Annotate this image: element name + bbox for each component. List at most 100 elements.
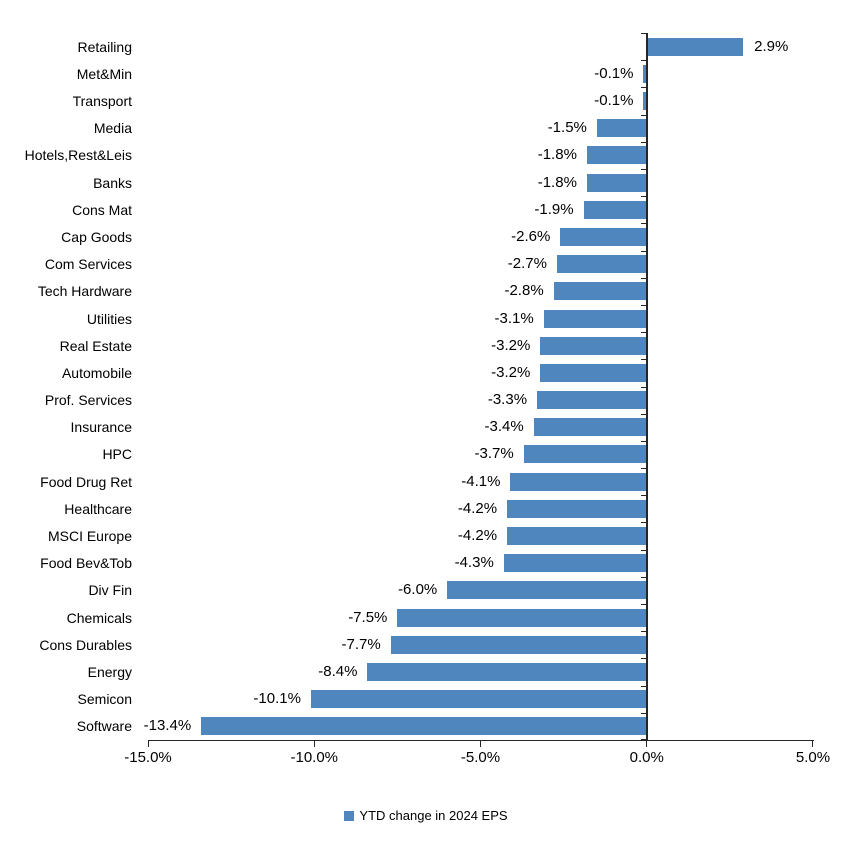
bar-utilities	[543, 309, 647, 328]
x-axis-line	[148, 740, 814, 741]
category-axis-tick	[640, 522, 646, 524]
bar-insurance	[533, 418, 647, 437]
bar-value-label: -4.1%	[461, 472, 501, 490]
x-axis-tick-label: -5.0%	[460, 749, 501, 766]
category-label: Prof. Services	[44, 392, 132, 409]
bar-com-services	[556, 255, 647, 274]
bar-value-label: -2.7%	[507, 255, 547, 273]
category-label: MSCI Europe	[47, 528, 132, 545]
category-axis-tick	[640, 631, 646, 633]
bar-msci-europe	[507, 527, 647, 546]
category-label: Insurance	[70, 419, 132, 436]
category-axis-tick	[640, 277, 646, 279]
bar-media	[596, 119, 647, 138]
category-axis-tick	[640, 658, 646, 660]
category-label: Hotels,Rest&Leis	[24, 147, 132, 164]
category-label: Energy	[87, 664, 132, 681]
bar-hpc	[523, 445, 647, 464]
category-axis-tick	[640, 604, 646, 606]
bar-chemicals	[397, 608, 647, 627]
category-axis-tick	[640, 168, 646, 170]
bar-energy	[367, 663, 647, 682]
bar-semicon	[310, 690, 647, 709]
bar-value-label: -1.8%	[537, 173, 577, 191]
category-label: Media	[93, 120, 132, 137]
category-axis-tick	[640, 250, 646, 252]
bar-value-label: -10.1%	[253, 690, 301, 708]
category-label: Cons Durables	[39, 636, 132, 653]
category-axis-tick	[640, 495, 646, 497]
bar-value-label: -1.9%	[534, 200, 574, 218]
category-axis-labels: Retailing Met&Min Transport Media Hotels,Res…	[0, 33, 132, 740]
x-axis-tick	[480, 741, 481, 747]
category-label: Automobile	[61, 364, 132, 381]
category-axis-tick	[640, 386, 646, 388]
x-axis-tick-label: -10.0%	[290, 749, 339, 766]
bar-value-label: -7.5%	[348, 608, 388, 626]
zero-axis-line	[645, 33, 648, 740]
bar-value-label: -2.6%	[511, 227, 551, 245]
category-label: Div Fin	[88, 582, 132, 599]
category-axis-tick	[640, 114, 646, 116]
bar-value-label: -13.4%	[143, 717, 192, 735]
x-axis-tick	[812, 741, 813, 747]
bar-tech-hardware	[553, 282, 647, 301]
category-axis-tick	[640, 739, 646, 740]
bar-banks	[586, 173, 647, 192]
category-axis-tick	[640, 60, 646, 62]
category-label: Software	[76, 718, 132, 735]
bar-met-min	[643, 64, 647, 83]
category-axis-tick	[640, 440, 646, 442]
bar-value-label: -3.2%	[491, 336, 531, 354]
category-label: Cap Goods	[61, 228, 132, 245]
category-label: Food Drug Ret	[40, 473, 132, 490]
bar-value-label: -3.1%	[494, 309, 534, 327]
legend: YTD change in 2024 EPS	[0, 808, 852, 823]
bar-value-label: -4.2%	[457, 527, 498, 545]
category-axis-tick	[640, 359, 646, 361]
category-label: Banks	[93, 174, 132, 191]
category-label: Chemicals	[66, 609, 132, 626]
x-axis-tick	[148, 741, 149, 747]
category-axis-tick	[640, 33, 646, 34]
bar-retailing	[646, 37, 744, 56]
category-label: Retailing	[77, 38, 132, 55]
category-label: Com Services	[44, 256, 132, 273]
category-label: Met&Min	[76, 65, 132, 82]
bar-value-label: -8.4%	[318, 663, 358, 681]
bar-value-label: -3.4%	[484, 418, 524, 436]
bar-value-label: -3.3%	[487, 391, 528, 409]
x-axis-tick-label: 0.0%	[629, 749, 664, 766]
bar-value-label: -0.1%	[594, 91, 634, 109]
category-label: Transport	[72, 92, 132, 109]
bar-transport	[643, 91, 647, 110]
category-axis-tick	[640, 332, 646, 334]
category-label: Real Estate	[59, 337, 132, 354]
bar-value-label: -3.7%	[474, 445, 514, 463]
category-axis-tick	[640, 549, 646, 551]
category-axis-tick	[640, 196, 646, 198]
bar-value-label: -3.2%	[491, 363, 531, 381]
bar-value-label: -4.3%	[454, 554, 494, 572]
category-label: HPC	[102, 446, 132, 463]
bar-value-label: -6.0%	[398, 581, 438, 599]
bar-cons-mat	[583, 200, 647, 219]
plot-area: 2.9% -0.1% -0.1% -1.5% -1.8% -1.8% -1.9% -2.6% -…	[124, 33, 830, 766]
bar-value-label: 2.9%	[754, 37, 789, 55]
category-label: Utilities	[86, 310, 132, 327]
bar-div-fin	[447, 581, 647, 600]
x-axis-tick-label: -15.0%	[124, 749, 172, 766]
category-label: Semicon	[77, 691, 132, 708]
legend-swatch	[344, 810, 355, 821]
category-axis-tick	[640, 685, 646, 687]
category-axis-tick	[640, 712, 646, 714]
bar-cap-goods	[560, 227, 647, 246]
category-label: Tech Hardware	[37, 283, 132, 300]
category-label: Healthcare	[64, 500, 132, 517]
legend-label: YTD change in 2024 EPS	[359, 808, 508, 823]
bar-automobile	[540, 363, 647, 382]
bar-value-label: -7.7%	[341, 635, 381, 653]
bar-food-drug-ret	[510, 472, 647, 491]
bar-healthcare	[507, 499, 647, 518]
